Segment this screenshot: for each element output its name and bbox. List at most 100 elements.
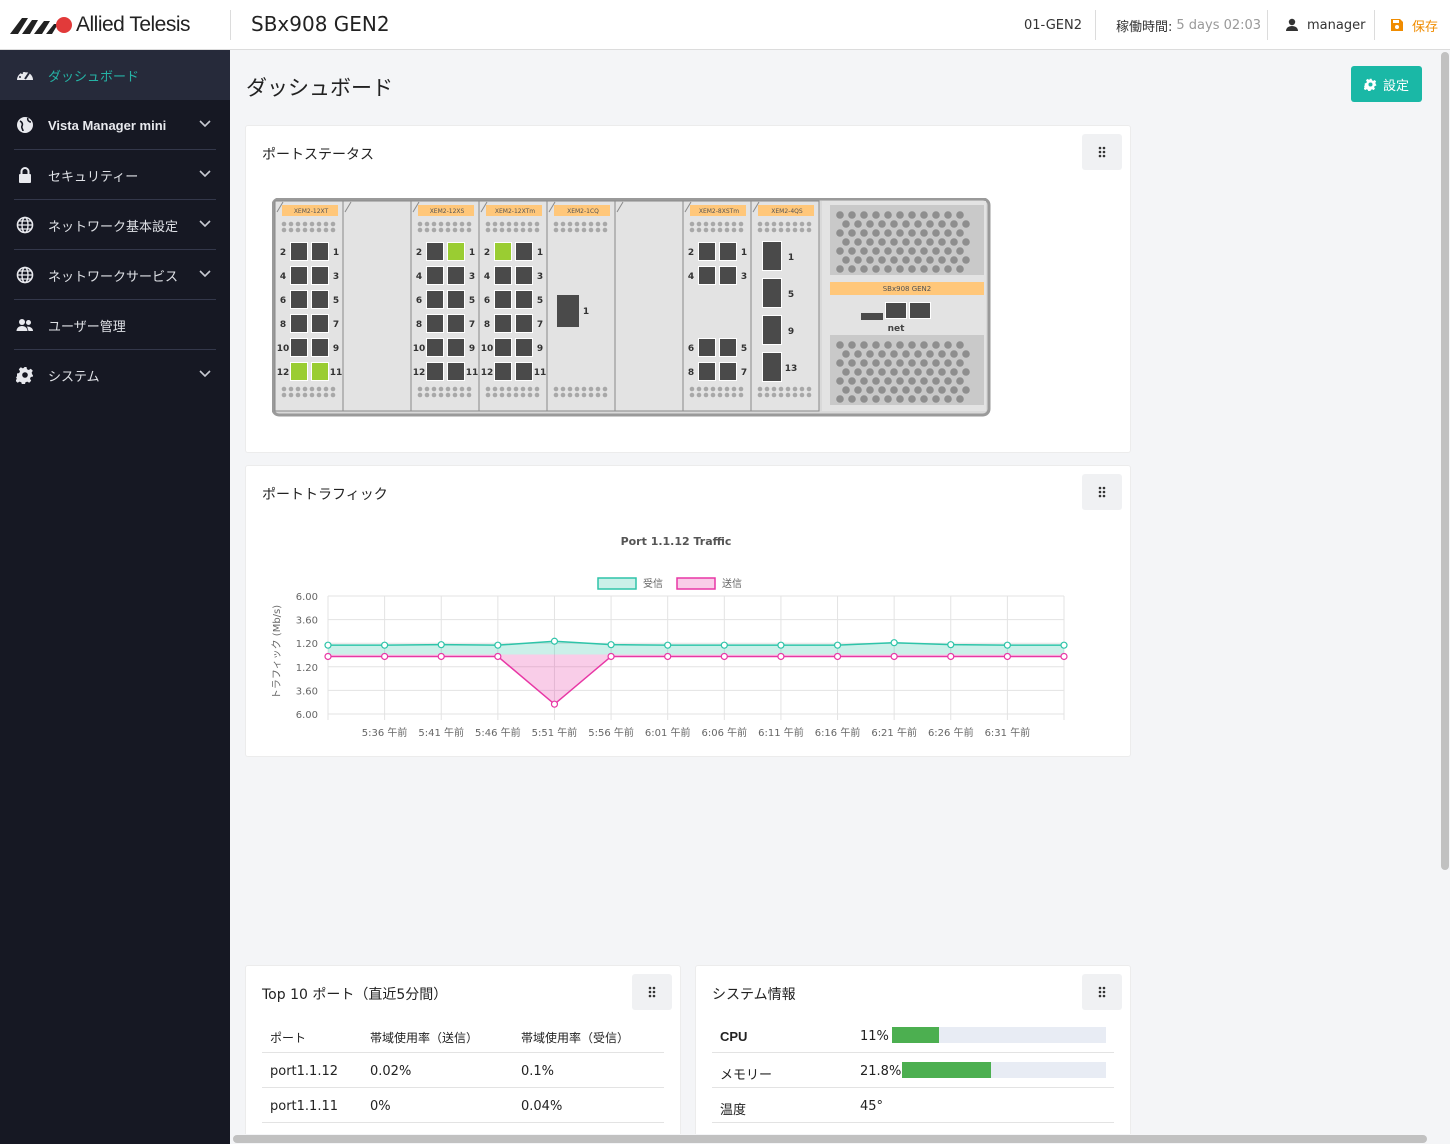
user-menu[interactable]: manager	[1285, 0, 1365, 50]
globe-solid-icon	[17, 117, 33, 133]
module-label: XEM2-1CQ	[567, 208, 599, 215]
port-number: 9	[788, 327, 794, 337]
lock-icon	[19, 167, 31, 183]
row-value: 45°	[860, 1099, 884, 1114]
port-12	[291, 363, 307, 380]
system-info-row-cpu: CPU 11%	[712, 1018, 1114, 1053]
device-title: SBx908 GEN2	[251, 12, 390, 36]
port-11	[312, 363, 328, 380]
port-number: 9	[333, 344, 339, 354]
sidebar-item-label: セキュリティー	[48, 169, 139, 185]
chevron-down-icon	[199, 270, 211, 278]
port-number: 1	[333, 248, 339, 258]
drag-handle-icon	[1098, 146, 1106, 158]
card-title: Top 10 ポート（直近5分間）	[262, 984, 447, 1004]
card-title: ポートステータス	[262, 147, 374, 163]
port-number: 4	[280, 272, 286, 282]
header-divider	[1374, 10, 1375, 40]
card-menu-button[interactable]	[1082, 974, 1122, 1010]
sidebar-item-user-management[interactable]: ユーザー管理	[0, 300, 230, 350]
settings-label: 設定	[1382, 77, 1409, 93]
data-point	[664, 641, 672, 649]
horizontal-scrollbar[interactable]	[230, 1134, 1440, 1144]
port-number: 6	[416, 296, 422, 306]
sidebar-item-label: ネットワーク基本設定	[48, 219, 179, 235]
table-cell: 0%	[370, 1099, 391, 1114]
y-tick-label: 6.00	[296, 592, 318, 603]
port-number: 5	[469, 296, 475, 306]
port-number: 3	[537, 272, 543, 282]
y-tick-label: 6.00	[296, 710, 318, 721]
port-number: 9	[469, 344, 475, 354]
memory-usage-bar	[902, 1062, 1106, 1078]
port-9	[312, 339, 328, 356]
system-info-row-memory: メモリー 21.8%	[712, 1053, 1114, 1088]
cpu-usage-fill	[892, 1027, 940, 1043]
port-7	[516, 315, 532, 332]
x-tick-label: 6:26 午前	[928, 726, 974, 739]
data-point	[777, 641, 785, 649]
port-number: 10	[481, 344, 494, 354]
y-tick-label: 3.60	[296, 686, 318, 697]
table-row[interactable]: port1.1.12 0.02% 0.1%	[262, 1053, 664, 1088]
port-10	[495, 339, 511, 356]
port-number: 1	[537, 248, 543, 258]
row-label: CPU	[720, 1029, 748, 1044]
save-icon	[1391, 19, 1403, 31]
save-button[interactable]: 保存	[1390, 0, 1438, 50]
port-9	[448, 339, 464, 356]
port-number: 10	[277, 344, 290, 354]
sidebar-item-vista-manager-mini[interactable]: Vista Manager mini	[0, 100, 230, 150]
sidebar-item-network-basic[interactable]: ネットワーク基本設定	[0, 200, 230, 250]
x-tick-label: 6:16 午前	[815, 726, 861, 739]
column-header: 帯域使用率（送信）	[370, 1031, 479, 1045]
column-header: 帯域使用率（受信）	[521, 1031, 630, 1045]
module-slot	[750, 200, 820, 412]
globe-icon	[16, 216, 34, 234]
port-number: 7	[469, 320, 475, 330]
drag-handle-icon	[1098, 986, 1106, 998]
qsfp-port-9	[763, 316, 781, 344]
sidebar-item-network-services[interactable]: ネットワークサービス	[0, 250, 230, 300]
card-menu-button[interactable]	[632, 974, 672, 1010]
y-tick-label: 1.20	[296, 663, 318, 674]
table-cell: port1.1.12	[270, 1064, 338, 1079]
vertical-scrollbar[interactable]	[1440, 50, 1450, 1144]
data-point	[1003, 652, 1011, 661]
port-4	[699, 267, 715, 284]
port-number: 1	[469, 248, 475, 258]
port-10	[427, 339, 443, 356]
port-number: 1	[788, 253, 794, 263]
port-9	[516, 339, 532, 356]
drag-handle-icon	[1098, 486, 1106, 498]
sidebar-item-security[interactable]: セキュリティー	[0, 150, 230, 200]
port-number: 7	[741, 368, 747, 378]
legend-label: 受信	[643, 578, 663, 590]
settings-button[interactable]: 設定	[1351, 66, 1422, 102]
sidebar-item-system[interactable]: システム	[0, 350, 230, 400]
card-title: システム情報	[712, 987, 796, 1003]
card-menu-button[interactable]	[1082, 134, 1122, 170]
data-point	[777, 652, 785, 661]
port-number: 2	[484, 248, 490, 258]
module-label: XEM2-12XTm	[495, 208, 535, 215]
port-number: 1	[583, 307, 589, 317]
top-header: Allied Telesis SBx908 GEN2 01-GEN2 稼働時間:…	[0, 0, 1450, 50]
port-8	[427, 315, 443, 332]
port-1	[720, 243, 736, 260]
port-number: 13	[785, 364, 798, 374]
sidebar-item-dashboard[interactable]: ダッシュボード	[0, 50, 230, 100]
module-slot	[682, 200, 752, 412]
port-number: 2	[280, 248, 286, 258]
x-tick-label: 6:21 午前	[871, 726, 917, 739]
table-row[interactable]: port1.1.11 0% 0.04%	[262, 1088, 664, 1123]
port-4	[427, 267, 443, 284]
port-5	[448, 291, 464, 308]
data-point	[494, 641, 502, 649]
port-3	[448, 267, 464, 284]
allied-telesis-logo[interactable]: Allied Telesis	[10, 12, 191, 38]
port-number: 3	[469, 272, 475, 282]
card-menu-button[interactable]	[1082, 474, 1122, 510]
port-6	[291, 291, 307, 308]
port-1	[516, 243, 532, 260]
